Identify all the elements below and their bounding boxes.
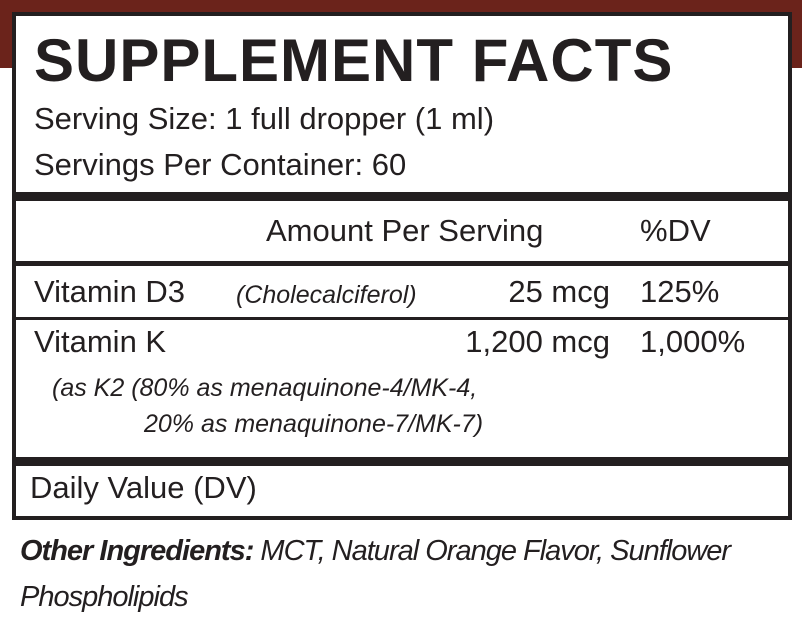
nutrient-amount: 1,200 mcg: [465, 324, 610, 359]
servings-per-container: Servings Per Container: 60: [34, 147, 407, 182]
top-strip: [0, 0, 802, 12]
nutrient-dv: 125%: [640, 274, 720, 309]
other-ingredients: Other Ingredients: MCT, Natural Orange F…: [20, 528, 790, 620]
nutrient-detail-line-1: (as K2 (80% as menaquinone-4/MK-4,: [52, 374, 478, 402]
daily-value-footnote: Daily Value (DV): [30, 470, 257, 505]
bottom-divider: [16, 457, 788, 466]
nutrient-dv: 1,000%: [640, 324, 746, 359]
nutrient-amount: 25 mcg: [508, 274, 610, 309]
nutrient-name: Vitamin D3: [34, 274, 186, 309]
serving-size: Serving Size: 1 full dropper (1 ml): [34, 101, 495, 136]
amount-per-serving-header: Amount Per Serving: [266, 213, 544, 248]
left-accent-bar: [0, 0, 12, 68]
other-ingredients-label: Other Ingredients:: [20, 535, 254, 567]
right-accent-bar: [790, 0, 802, 68]
thick-divider: [16, 192, 788, 201]
daily-value-header: %DV: [640, 213, 711, 248]
nutrient-detail: (Cholecalciferol): [236, 281, 417, 309]
header-divider: [16, 261, 788, 266]
supplement-facts-panel: SUPPLEMENT FACTS Serving Size: 1 full dr…: [12, 12, 792, 520]
nutrient-name: Vitamin K: [34, 324, 167, 359]
row-divider: [16, 317, 788, 320]
other-ingredients-text: MCT, Natural Orange Flavor, Sunflower Ph…: [20, 535, 731, 613]
nutrient-detail-line-2: 20% as menaquinone-7/MK-7): [144, 410, 484, 438]
panel-title: SUPPLEMENT FACTS: [34, 27, 674, 94]
